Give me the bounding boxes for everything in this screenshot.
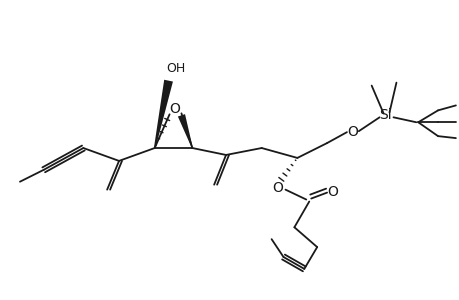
Polygon shape bbox=[178, 114, 192, 148]
Text: OH: OH bbox=[166, 62, 185, 75]
Text: O: O bbox=[272, 181, 282, 195]
Text: O: O bbox=[327, 184, 338, 199]
Text: O: O bbox=[347, 125, 358, 139]
Text: Si: Si bbox=[378, 108, 391, 122]
Polygon shape bbox=[154, 80, 173, 148]
Text: O: O bbox=[169, 102, 179, 116]
